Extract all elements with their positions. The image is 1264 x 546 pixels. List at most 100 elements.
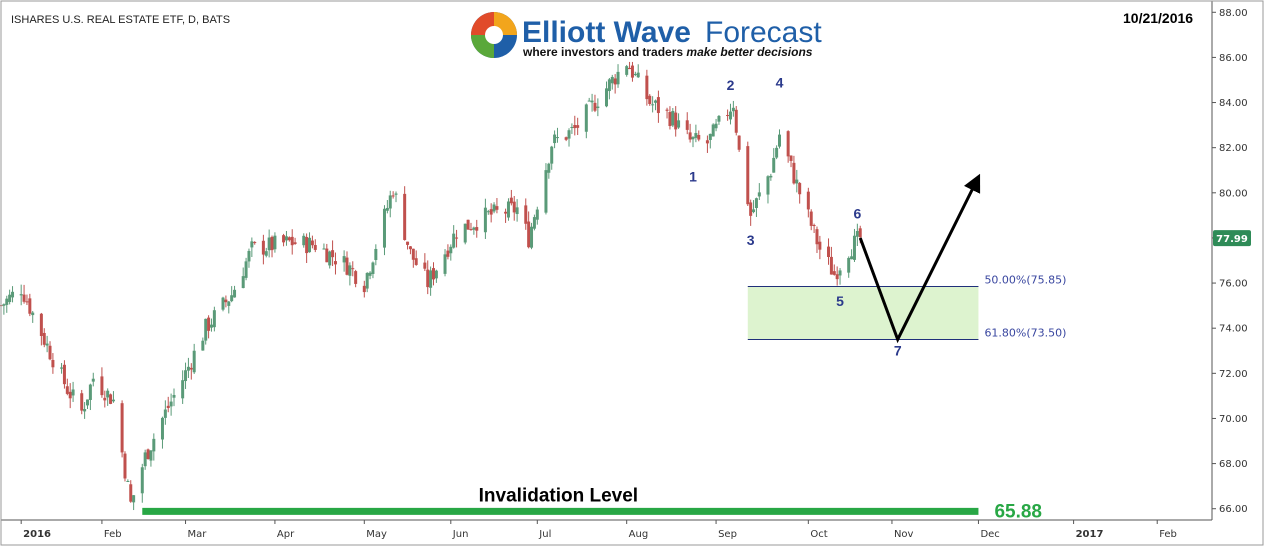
candle-body	[809, 211, 813, 226]
candle-body	[812, 225, 816, 227]
candle-body	[348, 265, 352, 276]
y-tick-label: 86.00	[1219, 53, 1248, 64]
candle-body	[547, 163, 551, 173]
candle-body	[483, 207, 487, 233]
x-tick-label: Sep	[718, 529, 737, 540]
y-tick-label: 68.00	[1219, 459, 1248, 470]
candle-body	[852, 235, 856, 260]
candle-body	[449, 246, 453, 254]
y-tick-label: 72.00	[1219, 369, 1248, 380]
candle-body	[656, 97, 660, 114]
candle-body	[795, 179, 799, 184]
candle-body	[766, 176, 770, 195]
candle-body	[212, 310, 216, 328]
brand-tagline: where investors and traders make better …	[522, 45, 813, 59]
candle-body	[244, 261, 248, 278]
candle-body	[818, 241, 822, 250]
fib-zone-layer: 50.00%(75.85) 61.80%(73.50)	[747, 273, 1066, 340]
candle-body	[789, 155, 793, 161]
x-tick-label: 2016	[23, 529, 51, 540]
candle-body	[88, 384, 92, 400]
candle-body	[530, 226, 534, 248]
candle-body	[132, 495, 136, 503]
candle-body	[184, 370, 188, 382]
candle-body	[475, 227, 479, 231]
candle-body	[524, 205, 528, 224]
x-tick-label: Oct	[810, 529, 827, 540]
candle-body	[328, 251, 332, 266]
candle-body	[630, 65, 634, 78]
candle-body	[567, 130, 571, 139]
candle-body	[140, 467, 144, 494]
x-tick-label: Dec	[980, 529, 999, 540]
candle-body	[233, 289, 237, 298]
candle-body	[786, 131, 790, 157]
candle-body	[728, 111, 732, 120]
candle-body	[143, 452, 147, 467]
candle-body	[201, 340, 205, 351]
candle-body	[204, 318, 208, 341]
candle-body	[385, 207, 389, 211]
candle-body	[282, 235, 286, 243]
overlay-layer: Invalidation Level 65.88 1 2 3 4 5 6 7	[142, 75, 1042, 522]
candle-body	[146, 449, 150, 460]
date-label: 10/21/2016	[1123, 10, 1193, 26]
candle-body	[42, 332, 46, 345]
candle-body	[596, 106, 600, 109]
x-tick-label: May	[366, 529, 387, 540]
candle-body	[711, 124, 715, 137]
candle-body	[68, 391, 72, 399]
invalidation-label: Invalidation Level	[479, 485, 638, 506]
candle-body	[495, 206, 499, 210]
candle-body	[109, 394, 113, 404]
candle-body	[671, 110, 675, 126]
candle-body	[829, 256, 833, 275]
candle-body	[746, 146, 750, 205]
candle-body	[273, 235, 277, 250]
x-tick-label: Nov	[894, 529, 914, 540]
candle-body	[550, 146, 554, 164]
candle-body	[308, 237, 312, 253]
candle-body	[322, 248, 326, 250]
candle-body	[241, 276, 245, 289]
fib-zone	[747, 286, 979, 340]
candle-body	[186, 366, 190, 371]
candle-body	[230, 295, 234, 302]
candle-body	[284, 236, 288, 241]
wave-label: 7	[894, 342, 902, 358]
candle-body	[446, 250, 450, 257]
candle-body	[752, 209, 756, 213]
candle-body	[31, 312, 35, 316]
candle-body	[51, 359, 55, 368]
candle-body	[207, 317, 211, 331]
candle-body	[452, 233, 456, 248]
candle-body	[293, 242, 297, 244]
candle-body	[302, 235, 306, 246]
candle-body	[772, 157, 776, 173]
candle-body	[535, 209, 539, 220]
x-tick-label: 2017	[1076, 529, 1104, 540]
candle-body	[48, 345, 52, 360]
candle-body	[492, 204, 496, 212]
candle-body	[717, 115, 721, 122]
candle-body	[677, 120, 681, 128]
candle-body	[120, 403, 124, 453]
projection-path	[858, 173, 981, 344]
candle-body	[593, 102, 597, 111]
x-tick-label: Feb	[104, 529, 122, 540]
candle-body	[152, 438, 156, 452]
candle-body	[515, 207, 519, 215]
candle-body	[506, 201, 510, 218]
candle-body	[584, 104, 588, 132]
x-tick-label: Feb	[1159, 529, 1177, 540]
candle-body	[633, 73, 637, 75]
candle-body	[374, 248, 378, 260]
candle-body	[22, 294, 26, 302]
candle-body	[858, 228, 862, 238]
candle-body	[668, 112, 672, 127]
candle-body	[757, 192, 761, 197]
y-tick-label: 82.00	[1219, 143, 1248, 154]
candle-body	[628, 67, 632, 70]
candle-body	[129, 484, 133, 502]
candle-body	[169, 401, 173, 407]
